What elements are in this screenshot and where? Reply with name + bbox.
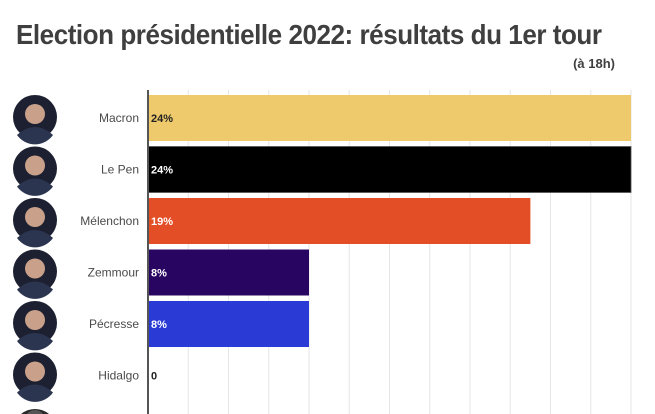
data-label: 0 xyxy=(151,371,157,383)
bar xyxy=(148,301,309,347)
hidalgo-avatar xyxy=(13,352,57,402)
next-candidate-avatar xyxy=(21,408,49,414)
data-label: 24% xyxy=(151,165,173,177)
chart-title: Election présidentielle 2022: résultats … xyxy=(16,19,602,50)
macron-avatar xyxy=(13,95,57,145)
category-label: Zemmour xyxy=(88,266,139,280)
lepen-avatar xyxy=(13,146,57,196)
category-label: Hidalgo xyxy=(98,369,139,383)
melenchon-avatar xyxy=(13,198,57,248)
avatars xyxy=(13,95,57,414)
category-label: Macron xyxy=(99,111,139,125)
labels: Macron 24% Le Pen 24% Mélenchon 19% Zemmour 8% P… xyxy=(80,111,173,383)
bar xyxy=(148,249,309,296)
zemmour-avatar xyxy=(13,249,57,299)
category-label: Le Pen xyxy=(101,163,139,177)
bar xyxy=(148,95,631,141)
pecresse-avatar xyxy=(13,301,57,351)
data-label: 8% xyxy=(151,319,167,331)
category-label: Mélenchon xyxy=(80,214,139,228)
category-label: Pécresse xyxy=(89,317,139,331)
data-label: 8% xyxy=(151,268,167,280)
data-label: 19% xyxy=(151,216,173,228)
bar xyxy=(147,146,632,193)
chart-subtitle: (à 18h) xyxy=(573,56,615,71)
data-label: 24% xyxy=(151,113,173,125)
bar xyxy=(148,198,531,244)
